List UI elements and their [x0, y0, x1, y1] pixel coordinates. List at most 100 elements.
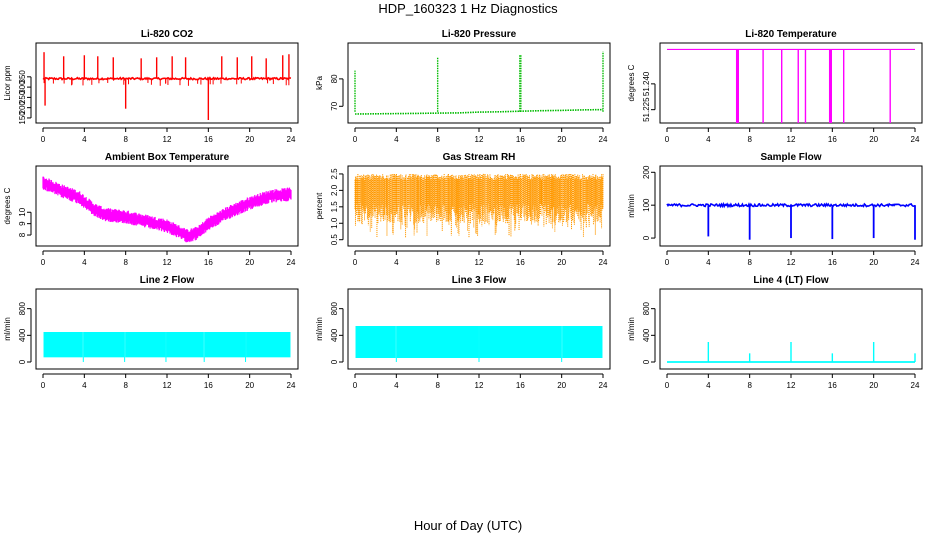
plot-frame [35, 165, 299, 247]
chart-panel-7: Line 2 Flow ml/min 0 4 8 12 16 20 24 0 400 800 [3, 275, 299, 390]
chart-panel-8: Line 3 Flow ml/min 0 4 8 12 16 20 24 0 400 800 [315, 275, 611, 390]
x-tick-label: 12 [787, 135, 796, 144]
chart-panel-2: Li-820 Pressure kPa 0 4 8 12 16 20 24 70 80 [315, 29, 611, 144]
y-tick-label: 800 [642, 301, 651, 315]
flow-band [43, 332, 83, 358]
x-tick-label: 8 [123, 135, 128, 144]
x-tick-label: 12 [475, 258, 484, 267]
y-tick-label: 350 [18, 70, 27, 84]
x-tick-label: 8 [435, 258, 440, 267]
x-tick-label: 24 [911, 258, 920, 267]
page-title: HDP_160323 1 Hz Diagnostics [378, 1, 558, 16]
chart-title: Li-820 CO2 [141, 29, 194, 40]
x-tick-label: 4 [82, 381, 87, 390]
x-tick-label: 8 [123, 381, 128, 390]
plot-frame [347, 288, 611, 370]
x-tick-label: 16 [204, 135, 213, 144]
series-line [42, 76, 292, 82]
x-tick-label: 16 [828, 258, 837, 267]
x-tick-label: 12 [163, 135, 172, 144]
y-tick-label: 8 [18, 232, 27, 237]
y-tick-label: 1.0 [330, 217, 339, 229]
y-tick-label: 51.240 [642, 71, 651, 96]
flow-band [125, 332, 166, 358]
chart-title: Ambient Box Temperature [105, 152, 230, 163]
y-axis-label: ml/min [627, 194, 636, 218]
plot-frame [35, 288, 299, 370]
chart-title: Sample Flow [760, 152, 821, 163]
y-axis-label: ml/min [627, 317, 636, 341]
x-tick-label: 20 [245, 258, 254, 267]
chart-panel-5: Gas Stream RH percent 0 4 8 12 16 20 24 0.5 1.0 1.5… [315, 152, 611, 267]
x-tick-label: 24 [599, 135, 608, 144]
flow-band [166, 332, 204, 358]
x-tick-label: 20 [869, 135, 878, 144]
x-tick-label: 8 [435, 381, 440, 390]
y-tick-label: 1.5 [330, 201, 339, 213]
y-tick-label: 0 [18, 359, 27, 364]
x-tick-label: 24 [287, 381, 296, 390]
chart-title: Line 2 Flow [140, 275, 195, 286]
x-tick-label: 0 [41, 135, 46, 144]
x-tick-label: 4 [706, 135, 711, 144]
x-tick-label: 0 [353, 258, 358, 267]
y-axis-label: degrees C [627, 64, 636, 101]
x-tick-label: 8 [747, 381, 752, 390]
x-tick-label: 0 [41, 258, 46, 267]
x-tick-label: 20 [869, 381, 878, 390]
x-tick-label: 4 [82, 258, 87, 267]
chart-panel-3: Li-820 Temperature degrees C 0 4 8 12 16 20 24 51… [627, 29, 923, 144]
y-tick-label: 51.225 [642, 97, 651, 122]
plot-frame [347, 42, 611, 124]
chart-panel-6: Sample Flow ml/min 0 4 8 12 16 20 24 0 100 200 [627, 152, 923, 267]
chart-title: Line 4 (LT) Flow [753, 275, 829, 286]
x-tick-label: 8 [435, 135, 440, 144]
x-tick-label: 0 [353, 381, 358, 390]
y-tick-label: 200 [642, 165, 651, 179]
y-tick-label: 250 [18, 90, 27, 104]
y-tick-label: 150 [18, 111, 27, 125]
y-tick-label: 2.0 [330, 184, 339, 196]
x-tick-label: 12 [787, 381, 796, 390]
chart-title: Li-820 Temperature [745, 29, 837, 40]
x-tick-label: 4 [394, 258, 399, 267]
chart-panel-4: Ambient Box Temperature degrees C 0 4 8 12 16 2… [3, 152, 299, 267]
y-tick-label: 400 [330, 328, 339, 342]
x-tick-label: 12 [787, 258, 796, 267]
x-tick-label: 8 [123, 258, 128, 267]
x-tick-label: 16 [828, 135, 837, 144]
x-tick-label: 16 [204, 381, 213, 390]
y-tick-label: 2.5 [330, 168, 339, 180]
plot-frame [347, 165, 611, 247]
x-tick-label: 20 [557, 258, 566, 267]
x-tick-label: 24 [287, 135, 296, 144]
chart-title: Line 3 Flow [452, 275, 507, 286]
x-tick-label: 0 [665, 258, 670, 267]
chart-title: Li-820 Pressure [442, 29, 517, 40]
y-tick-label: 0.5 [330, 234, 339, 246]
x-tick-label: 0 [353, 135, 358, 144]
x-tick-label: 20 [245, 381, 254, 390]
x-tick-label: 24 [911, 381, 920, 390]
plot-frame [35, 42, 299, 124]
flow-band [204, 332, 246, 358]
x-tick-label: 12 [163, 381, 172, 390]
x-tick-label: 24 [911, 135, 920, 144]
plot-frame [659, 288, 923, 370]
x-tick-label: 12 [163, 258, 172, 267]
flow-band [562, 326, 603, 358]
x-tick-label: 4 [394, 135, 399, 144]
y-tick-label: 200 [18, 100, 27, 114]
x-tick-label: 16 [516, 381, 525, 390]
y-tick-label: 0 [642, 359, 651, 364]
x-tick-label: 20 [869, 258, 878, 267]
x-tick-label: 16 [204, 258, 213, 267]
y-axis-label: Licor ppm [3, 65, 12, 100]
y-axis-label: ml/min [315, 317, 324, 341]
x-tick-label: 8 [747, 258, 752, 267]
y-axis-label: degrees C [3, 187, 12, 224]
flow-band [479, 326, 562, 358]
x-tick-label: 20 [245, 135, 254, 144]
